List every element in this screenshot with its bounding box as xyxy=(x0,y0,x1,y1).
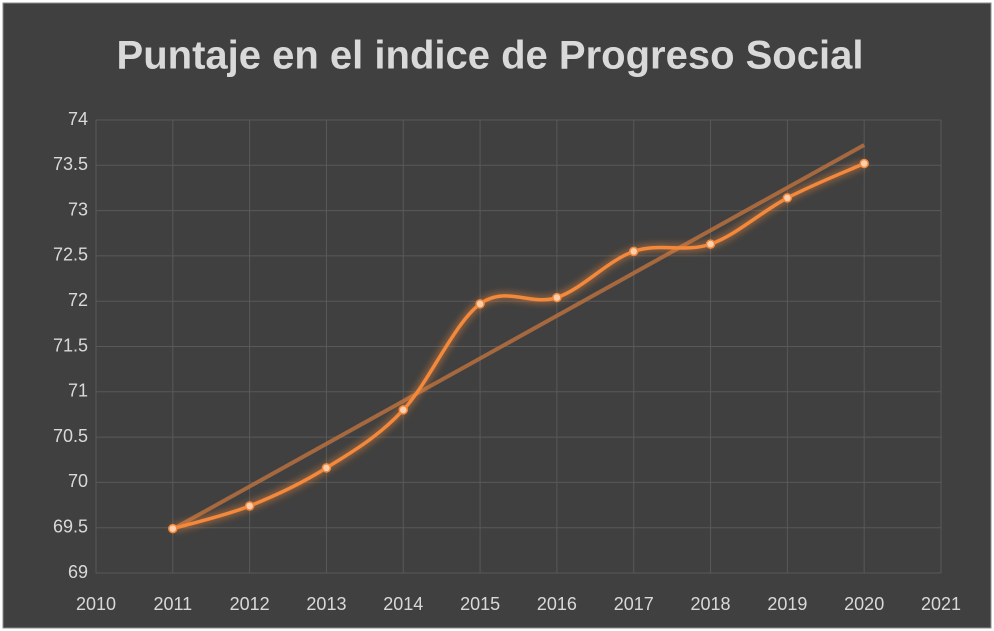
chart-title: Puntaje en el indice de Progreso Social xyxy=(117,34,864,78)
x-tick-label: 2012 xyxy=(230,594,270,614)
x-tick-label: 2016 xyxy=(537,594,577,614)
x-tick-label: 2013 xyxy=(306,594,346,614)
data-point xyxy=(859,158,869,169)
y-tick-label: 69 xyxy=(68,562,88,582)
data-point xyxy=(628,246,639,257)
y-tick-label: 70.5 xyxy=(53,426,88,446)
data-point xyxy=(321,463,332,473)
y-tick-label: 71 xyxy=(68,381,88,401)
data-point xyxy=(398,405,409,415)
y-tick-label: 71.5 xyxy=(53,335,88,355)
x-tick-label: 2010 xyxy=(76,594,116,614)
data-point xyxy=(168,523,178,534)
y-tick-label: 74 xyxy=(68,109,88,129)
x-tick-label: 2017 xyxy=(614,594,654,614)
y-tick-label: 69.5 xyxy=(53,516,88,536)
data-point xyxy=(705,239,716,249)
y-tick-label: 72.5 xyxy=(53,245,88,265)
x-tick-label: 2014 xyxy=(383,594,423,614)
data-point xyxy=(782,193,793,203)
series-line xyxy=(172,161,865,531)
trendline xyxy=(171,143,866,531)
data-point xyxy=(552,292,562,303)
x-tick-label: 2020 xyxy=(844,594,884,614)
x-tick-label: 2019 xyxy=(767,594,807,614)
data-point xyxy=(475,299,485,309)
x-tick-label: 2018 xyxy=(691,594,731,614)
y-tick-label: 73.5 xyxy=(53,154,88,174)
x-tick-label: 2011 xyxy=(153,594,192,614)
x-tick-label: 2021 xyxy=(921,594,961,614)
y-tick-label: 72 xyxy=(68,290,88,310)
x-tick-label: 2015 xyxy=(460,594,500,614)
y-tick-label: 70 xyxy=(68,471,88,491)
y-tick-label: 73 xyxy=(68,199,88,219)
data-point xyxy=(244,501,255,511)
